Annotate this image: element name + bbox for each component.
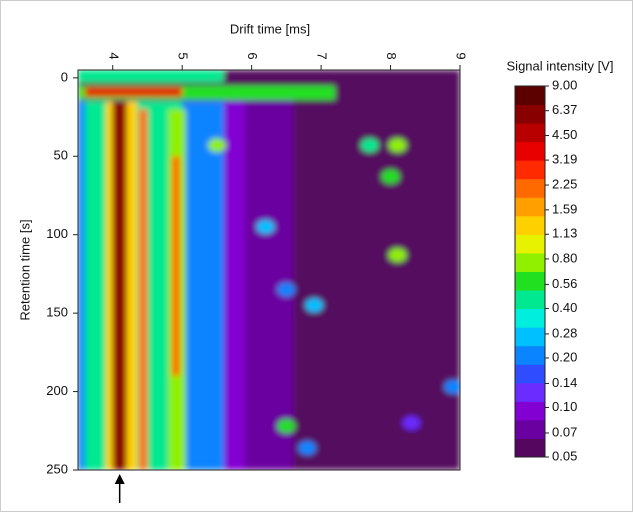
colorbar-tick-label: 0.40 [552, 300, 577, 315]
y-tick-label: 250 [46, 461, 68, 476]
plot-border [77, 69, 461, 471]
colorbar-tick-label: 0.14 [552, 375, 577, 390]
colorbar-tick-label: 9.00 [552, 77, 577, 92]
colorbar-swatch [515, 308, 545, 328]
colorbar-tick-label: 0.80 [552, 250, 577, 265]
colorbar-swatch [515, 438, 545, 458]
colorbar-swatch [515, 252, 545, 272]
y-tick-label: 50 [54, 148, 68, 163]
heat-peak [360, 138, 379, 153]
heat-layer [78, 70, 460, 470]
heat-peak [277, 282, 296, 297]
heat-peak [305, 298, 324, 313]
colorbar-swatch [515, 419, 545, 439]
colorbar-tick-label: 0.05 [552, 448, 577, 463]
colorbar-swatch [515, 345, 545, 365]
colorbar-swatch [515, 234, 545, 254]
heat-peak [388, 248, 407, 263]
x-axis-label: Drift time [ms] [230, 21, 310, 36]
colorbar-swatch [515, 401, 545, 421]
colorbar-swatch [515, 141, 545, 161]
colorbar-swatch [515, 123, 545, 143]
heat-region [139, 109, 148, 470]
heat-peak [388, 138, 407, 153]
x-tick-label: 5 [176, 52, 191, 59]
colorbar-tick-label: 2.25 [552, 176, 577, 191]
colorbar-tick-label: 0.20 [552, 349, 577, 364]
x-tick-label: 8 [384, 52, 399, 59]
colorbar-tick-label: 6.37 [552, 102, 577, 117]
colorbar-swatch [515, 327, 545, 347]
heat-region [84, 87, 183, 97]
heat-peak [402, 415, 421, 430]
colorbar-tick-label: 0.10 [552, 399, 577, 414]
y-tick-label: 0 [61, 69, 68, 84]
colorbar-swatch [515, 382, 545, 402]
colorbar-title: Signal intensity [V] [507, 58, 614, 73]
heat-region [112, 101, 127, 470]
x-tick-label: 7 [315, 52, 330, 59]
colorbar-swatch [515, 364, 545, 384]
annotation-arrowhead [114, 474, 125, 484]
colorbar-tick-label: 1.59 [552, 201, 577, 216]
heatmap [78, 70, 460, 470]
colorbar-swatch [515, 290, 545, 310]
x-tick-label: 6 [245, 52, 260, 59]
heat-peak [381, 169, 400, 184]
heat-region [78, 70, 224, 83]
colorbar-tick-label: 3.19 [552, 152, 577, 167]
heat-peak [256, 219, 275, 234]
y-tick-label: 100 [46, 226, 68, 241]
colorbar-swatch [515, 178, 545, 198]
colorbar-swatch [515, 215, 545, 235]
colorbar-swatch [515, 197, 545, 217]
y-tick-label: 200 [46, 383, 68, 398]
y-tick-label: 150 [46, 305, 68, 320]
x-tick-label: 4 [106, 52, 121, 59]
colorbar-tick-label: 0.07 [552, 424, 577, 439]
heat-peak [444, 379, 460, 394]
colorbar-tick-label: 1.13 [552, 226, 577, 241]
colorbar-tick-label: 0.28 [552, 325, 577, 340]
colorbar-swatch [515, 271, 545, 291]
colorbar-swatch [515, 86, 545, 106]
heat-peak [207, 138, 226, 153]
heat-region [171, 156, 181, 376]
heat-peak [277, 419, 296, 434]
colorbar-swatch [515, 104, 545, 124]
heat-peak [298, 441, 317, 456]
x-tick-label: 9 [454, 52, 469, 59]
colorbar-swatch [515, 160, 545, 180]
y-axis-label: Retention time [s] [17, 219, 32, 320]
colorbar-border [514, 85, 546, 458]
colorbar-tick-label: 0.56 [552, 276, 577, 291]
colorbar-tick-label: 4.50 [552, 127, 577, 142]
